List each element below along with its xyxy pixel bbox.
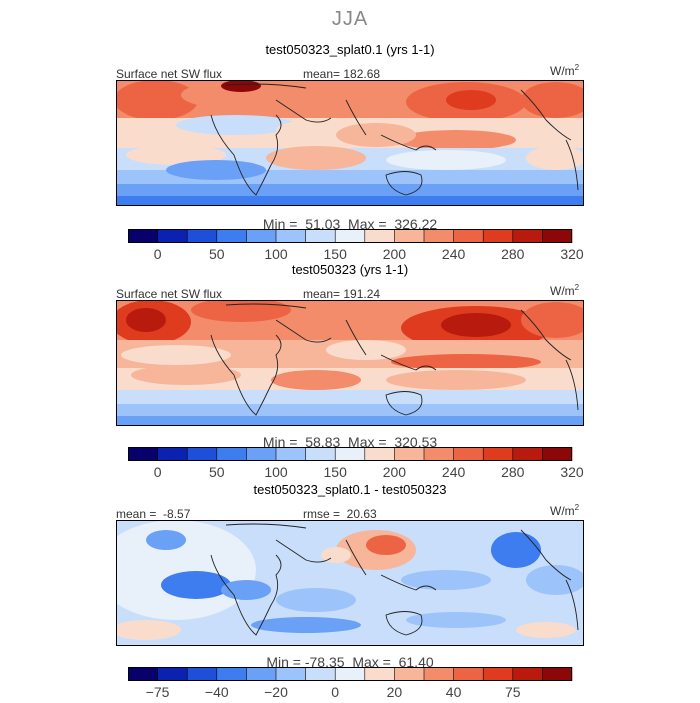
colorbar-0-tick-label: 0: [154, 246, 162, 262]
colorbar-1-segment: [187, 447, 218, 461]
colorbar-1-tick-label: 0: [154, 464, 162, 480]
colorbar-1-segment: [216, 447, 247, 461]
colorbar-2-tick-label: −75: [146, 684, 170, 700]
colorbar-0-segment: [364, 229, 395, 243]
panel-3-units: W/m2: [550, 503, 580, 518]
colorbar-0-segment: [394, 229, 425, 243]
colorbar-0-segment: [216, 229, 247, 243]
panel-1-mean-label: mean= 182.68: [303, 67, 381, 81]
colorbar-2-tick-label: 20: [387, 684, 403, 700]
colorbar-0-segment: [335, 229, 366, 243]
panel-1-colorbar: 0 50 100 150 200 240 280 320: [128, 229, 584, 262]
colorbar-0-segment: [187, 229, 218, 243]
colorbar-1-segment: [335, 447, 366, 461]
colorbar-1-segment: [305, 447, 336, 461]
colorbar-1-border: [128, 447, 572, 461]
colorbar-0-tick-label: 240: [442, 246, 466, 262]
panel-1-minmax: Min = 51.03 Max = 326.22: [262, 216, 438, 232]
colorbar-1-segment: [542, 447, 573, 461]
colorbar-1-segment: [128, 447, 158, 461]
panel-3-colorbar: −75 −40 −20 0 20 40 75: [128, 667, 573, 700]
colorbar-2-segment: [187, 667, 218, 681]
colorbar-2-segment: [216, 667, 247, 681]
panel-2-colorbar: 0 50 100 150 200 240 280 320: [128, 447, 584, 480]
colorbar-1-tick-label: 200: [383, 464, 407, 480]
colorbar-2-segment: [394, 667, 425, 681]
colorbar-1-segment: [512, 447, 543, 461]
panel-1-map: [116, 80, 584, 206]
colorbar-0-tick-label: 200: [383, 246, 407, 262]
colorbar-2-tick-label: −40: [205, 684, 229, 700]
colorbar-1-tick-label: 280: [501, 464, 525, 480]
panel-3-rmse-label: rmse = 20.63: [303, 507, 377, 521]
colorbar-2-tick-label: 0: [331, 684, 339, 700]
colorbar-0-tick-label: 280: [501, 246, 525, 262]
colorbar-2-border: [128, 667, 572, 681]
colorbar-0-border: [128, 229, 572, 243]
colorbar-2-segment: [246, 667, 277, 681]
panel-2-minmax: Min = 58.83 Max = 320.53: [262, 434, 438, 450]
colorbar-0-tick-label: 50: [209, 246, 225, 262]
colorbar-1-segment: [394, 447, 425, 461]
colorbar-0-segment: [157, 229, 188, 243]
colorbar-0-tick-label: 320: [560, 246, 584, 262]
colorbar-2-segment: [453, 667, 484, 681]
colorbar-2-segment: [305, 667, 336, 681]
colorbar-2-segment: [276, 667, 306, 681]
colorbar-2-segment: [483, 667, 514, 681]
colorbar-1-tick-label: 240: [442, 464, 466, 480]
panel-3-mean-label: mean = -8.57: [116, 507, 191, 521]
colorbar-0-segment: [453, 229, 484, 243]
panel-2-mean-label: mean= 191.24: [303, 287, 381, 301]
panel-3-map: [116, 520, 584, 646]
colorbar-0-tick-label: 100: [264, 246, 288, 262]
colorbar-2-segment: [424, 667, 454, 681]
panel-1-units: W/m2: [550, 63, 580, 78]
colorbar-2-tick-label: 40: [446, 684, 462, 700]
colorbar-0-segment: [542, 229, 573, 243]
colorbar-1-segment: [364, 447, 395, 461]
panel-1-variable-label: Surface net SW flux: [116, 67, 223, 81]
season-title: JJA: [331, 8, 369, 30]
colorbar-1-segment: [424, 447, 454, 461]
colorbar-2-tick-label: 75: [505, 684, 521, 700]
colorbar-2-segment: [157, 667, 188, 681]
colorbar-1-segment: [157, 447, 188, 461]
colorbar-1-tick-label: 50: [209, 464, 225, 480]
colorbar-2-segment: [512, 667, 543, 681]
panel-1-title: test050323_splat0.1 (yrs 1-1): [265, 42, 435, 57]
colorbar-2-segment: [128, 667, 158, 681]
colorbar-0-segment: [483, 229, 514, 243]
colorbar-1-segment: [276, 447, 306, 461]
colorbar-2-segment: [542, 667, 573, 681]
colorbar-2-segment: [364, 667, 395, 681]
colorbar-0-segment: [305, 229, 336, 243]
colorbar-0-segment: [512, 229, 543, 243]
panel-2-title: test050323 (yrs 1-1): [291, 262, 409, 277]
colorbar-2-segment: [335, 667, 366, 681]
colorbar-0-segment: [246, 229, 277, 243]
panel-3-title: test050323_splat0.1 - test050323: [253, 482, 447, 497]
colorbar-0-tick-label: 150: [324, 246, 348, 262]
colorbar-1-tick-label: 320: [560, 464, 584, 480]
panel-2-variable-label: Surface net SW flux: [116, 287, 223, 301]
colorbar-0-segment: [276, 229, 306, 243]
colorbar-1-segment: [246, 447, 277, 461]
colorbar-2-tick-label: −20: [264, 684, 288, 700]
colorbar-1-tick-label: 150: [324, 464, 348, 480]
panel-2-units: W/m2: [550, 283, 580, 298]
colorbar-1-tick-label: 100: [264, 464, 288, 480]
colorbar-1-segment: [453, 447, 484, 461]
colorbar-0-segment: [128, 229, 158, 243]
panel-2-map: [116, 300, 584, 426]
panel-3-minmax: Min = -78.35 Max = 61.40: [266, 654, 434, 670]
colorbar-0-segment: [424, 229, 454, 243]
colorbar-1-segment: [483, 447, 514, 461]
